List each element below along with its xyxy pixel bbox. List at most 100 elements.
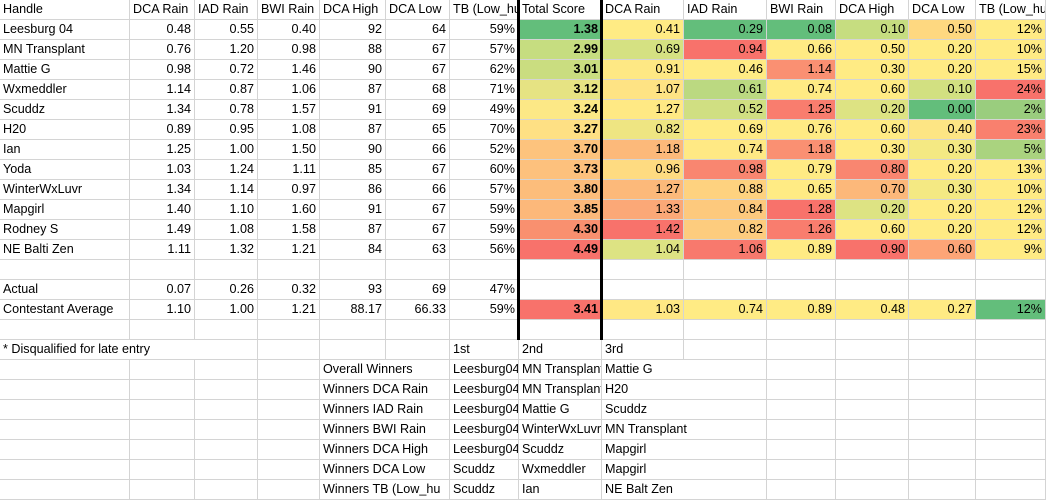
header-cell[interactable]: BWI Rain <box>767 0 836 20</box>
empty-cell[interactable] <box>0 480 130 500</box>
empty-cell[interactable] <box>767 400 836 420</box>
score-cell[interactable]: 0.52 <box>684 100 767 120</box>
empty-cell[interactable] <box>130 480 195 500</box>
empty-cell[interactable] <box>0 460 130 480</box>
empty-cell[interactable] <box>386 320 450 340</box>
forecast-cell[interactable]: 52% <box>450 140 519 160</box>
score-cell[interactable]: 24% <box>976 80 1046 100</box>
winners-category[interactable]: Winners DCA Rain <box>320 380 450 400</box>
empty-cell[interactable] <box>130 360 195 380</box>
average-score-cell[interactable]: 0.48 <box>836 300 909 320</box>
forecast-cell[interactable]: 0.97 <box>258 180 320 200</box>
empty-cell[interactable] <box>836 260 909 280</box>
empty-cell[interactable] <box>130 260 195 280</box>
winners-header[interactable]: 3rd <box>602 340 684 360</box>
average-score-cell[interactable]: 0.27 <box>909 300 976 320</box>
winner-second[interactable]: WinterWxLuvr <box>519 420 602 440</box>
actual-cell[interactable]: 0.07 <box>130 280 195 300</box>
forecast-cell[interactable]: 85 <box>320 160 386 180</box>
forecast-cell[interactable]: 1.49 <box>130 220 195 240</box>
empty-cell[interactable] <box>258 400 320 420</box>
score-cell[interactable]: 1.27 <box>602 100 684 120</box>
empty-cell[interactable] <box>258 480 320 500</box>
forecast-cell[interactable]: 92 <box>320 20 386 40</box>
score-cell[interactable]: 0.89 <box>767 240 836 260</box>
forecast-cell[interactable]: 1.32 <box>195 240 258 260</box>
empty-cell[interactable] <box>836 420 909 440</box>
score-cell[interactable]: 0.74 <box>767 80 836 100</box>
score-cell[interactable]: 1.28 <box>767 200 836 220</box>
score-cell[interactable]: 1.07 <box>602 80 684 100</box>
empty-cell[interactable] <box>386 260 450 280</box>
total-score-cell[interactable]: 3.70 <box>519 140 602 160</box>
handle-cell[interactable]: Yoda <box>0 160 130 180</box>
empty-cell[interactable] <box>767 280 836 300</box>
score-cell[interactable]: 12% <box>976 200 1046 220</box>
handle-cell[interactable]: NE Balti Zen <box>0 240 130 260</box>
forecast-cell[interactable]: 1.40 <box>130 200 195 220</box>
empty-cell[interactable] <box>767 260 836 280</box>
header-cell[interactable]: DCA Rain <box>602 0 684 20</box>
handle-cell[interactable]: MN Transplant <box>0 40 130 60</box>
handle-cell[interactable]: Scuddz <box>0 100 130 120</box>
score-cell[interactable]: 0.65 <box>767 180 836 200</box>
forecast-cell[interactable]: 0.98 <box>258 40 320 60</box>
header-cell[interactable]: IAD Rain <box>195 0 258 20</box>
empty-cell[interactable] <box>195 480 258 500</box>
empty-cell[interactable] <box>767 460 836 480</box>
empty-cell[interactable] <box>0 420 130 440</box>
winner-third[interactable]: Scuddz <box>602 400 767 420</box>
empty-cell[interactable] <box>767 440 836 460</box>
empty-cell[interactable] <box>0 400 130 420</box>
forecast-cell[interactable]: 0.55 <box>195 20 258 40</box>
score-cell[interactable]: 23% <box>976 120 1046 140</box>
header-cell[interactable]: BWI Rain <box>258 0 320 20</box>
disqualified-note[interactable]: * Disqualified for late entry <box>0 340 258 360</box>
empty-cell[interactable] <box>909 340 976 360</box>
empty-cell[interactable] <box>450 260 519 280</box>
forecast-cell[interactable]: 67 <box>386 60 450 80</box>
empty-cell[interactable] <box>767 360 836 380</box>
empty-cell[interactable] <box>836 460 909 480</box>
score-cell[interactable]: 0.20 <box>909 40 976 60</box>
empty-cell[interactable] <box>767 380 836 400</box>
forecast-cell[interactable]: 1.25 <box>130 140 195 160</box>
empty-cell[interactable] <box>258 380 320 400</box>
forecast-cell[interactable]: 87 <box>320 220 386 240</box>
winners-header[interactable]: 1st <box>450 340 519 360</box>
forecast-cell[interactable]: 1.46 <box>258 60 320 80</box>
header-cell[interactable]: DCA Rain <box>130 0 195 20</box>
forecast-cell[interactable]: 86 <box>320 180 386 200</box>
score-cell[interactable]: 5% <box>976 140 1046 160</box>
score-cell[interactable]: 0.69 <box>684 120 767 140</box>
handle-cell[interactable]: Mattie G <box>0 60 130 80</box>
header-cell[interactable]: TB (Low_hu <box>976 0 1046 20</box>
total-score-cell[interactable]: 3.27 <box>519 120 602 140</box>
empty-cell[interactable] <box>130 400 195 420</box>
handle-cell[interactable]: Leesburg 04 <box>0 20 130 40</box>
forecast-cell[interactable]: 1.00 <box>195 140 258 160</box>
empty-cell[interactable] <box>909 440 976 460</box>
empty-cell[interactable] <box>836 480 909 500</box>
winner-third[interactable]: Mapgirl <box>602 440 767 460</box>
empty-cell[interactable] <box>684 280 767 300</box>
winner-third[interactable]: Mattie G <box>602 360 767 380</box>
score-cell[interactable]: 0.66 <box>767 40 836 60</box>
forecast-cell[interactable]: 49% <box>450 100 519 120</box>
empty-cell[interactable] <box>519 260 602 280</box>
winner-third[interactable]: H20 <box>602 380 767 400</box>
empty-cell[interactable] <box>320 320 386 340</box>
score-cell[interactable]: 12% <box>976 20 1046 40</box>
empty-cell[interactable] <box>767 320 836 340</box>
empty-cell[interactable] <box>130 460 195 480</box>
handle-cell[interactable]: WinterWxLuvr <box>0 180 130 200</box>
empty-cell[interactable] <box>909 260 976 280</box>
score-cell[interactable]: 0.90 <box>836 240 909 260</box>
winners-category[interactable]: Winners DCA High <box>320 440 450 460</box>
forecast-cell[interactable]: 69 <box>386 100 450 120</box>
score-cell[interactable]: 0.82 <box>684 220 767 240</box>
winners-category[interactable]: Winners TB (Low_hu <box>320 480 450 500</box>
score-cell[interactable]: 0.20 <box>909 220 976 240</box>
empty-cell[interactable] <box>258 460 320 480</box>
score-cell[interactable]: 2% <box>976 100 1046 120</box>
